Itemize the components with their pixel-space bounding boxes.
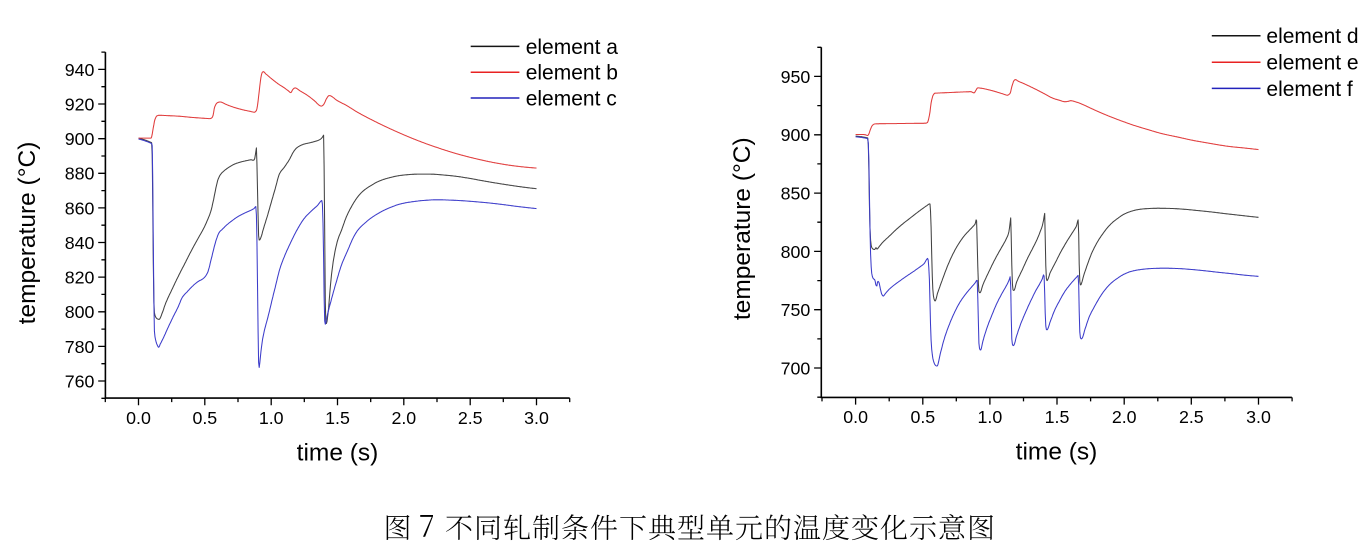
svg-text:0.0: 0.0 (843, 407, 868, 427)
svg-text:760: 760 (65, 371, 95, 391)
svg-text:800: 800 (65, 302, 95, 322)
svg-text:860: 860 (65, 198, 95, 218)
svg-text:temperature (°C): temperature (°C) (14, 142, 41, 325)
svg-text:temperature (°C): temperature (°C) (729, 137, 756, 320)
svg-text:element d: element d (1266, 25, 1358, 48)
svg-text:2.0: 2.0 (391, 408, 416, 428)
svg-text:750: 750 (781, 300, 811, 320)
svg-text:880: 880 (65, 164, 95, 184)
svg-text:800: 800 (781, 242, 811, 262)
svg-text:1.5: 1.5 (1045, 407, 1070, 427)
svg-text:900: 900 (781, 125, 811, 145)
svg-text:700: 700 (781, 358, 811, 378)
svg-text:840: 840 (65, 233, 95, 253)
svg-text:element a: element a (526, 36, 619, 59)
svg-text:element f: element f (1266, 78, 1353, 101)
svg-text:0.5: 0.5 (192, 408, 217, 428)
svg-text:element c: element c (526, 87, 617, 110)
svg-text:1.5: 1.5 (325, 408, 350, 428)
svg-text:element e: element e (1266, 52, 1358, 75)
svg-text:time (s): time (s) (297, 440, 379, 467)
svg-text:900: 900 (65, 129, 95, 149)
svg-text:780: 780 (65, 337, 95, 357)
svg-text:950: 950 (781, 67, 811, 87)
svg-text:920: 920 (65, 94, 95, 114)
svg-text:time (s): time (s) (1016, 439, 1098, 466)
svg-text:2.0: 2.0 (1112, 407, 1137, 427)
svg-text:3.0: 3.0 (1246, 407, 1271, 427)
svg-text:2.5: 2.5 (458, 408, 483, 428)
svg-text:940: 940 (65, 60, 95, 80)
svg-text:850: 850 (781, 184, 811, 204)
svg-text:0.5: 0.5 (910, 407, 935, 427)
svg-text:2.5: 2.5 (1179, 407, 1204, 427)
svg-text:1.0: 1.0 (978, 407, 1003, 427)
svg-text:0.0: 0.0 (126, 408, 151, 428)
svg-text:3.0: 3.0 (524, 408, 549, 428)
svg-text:1.0: 1.0 (259, 408, 284, 428)
svg-text:element b: element b (526, 62, 618, 85)
svg-text:820: 820 (65, 268, 95, 288)
